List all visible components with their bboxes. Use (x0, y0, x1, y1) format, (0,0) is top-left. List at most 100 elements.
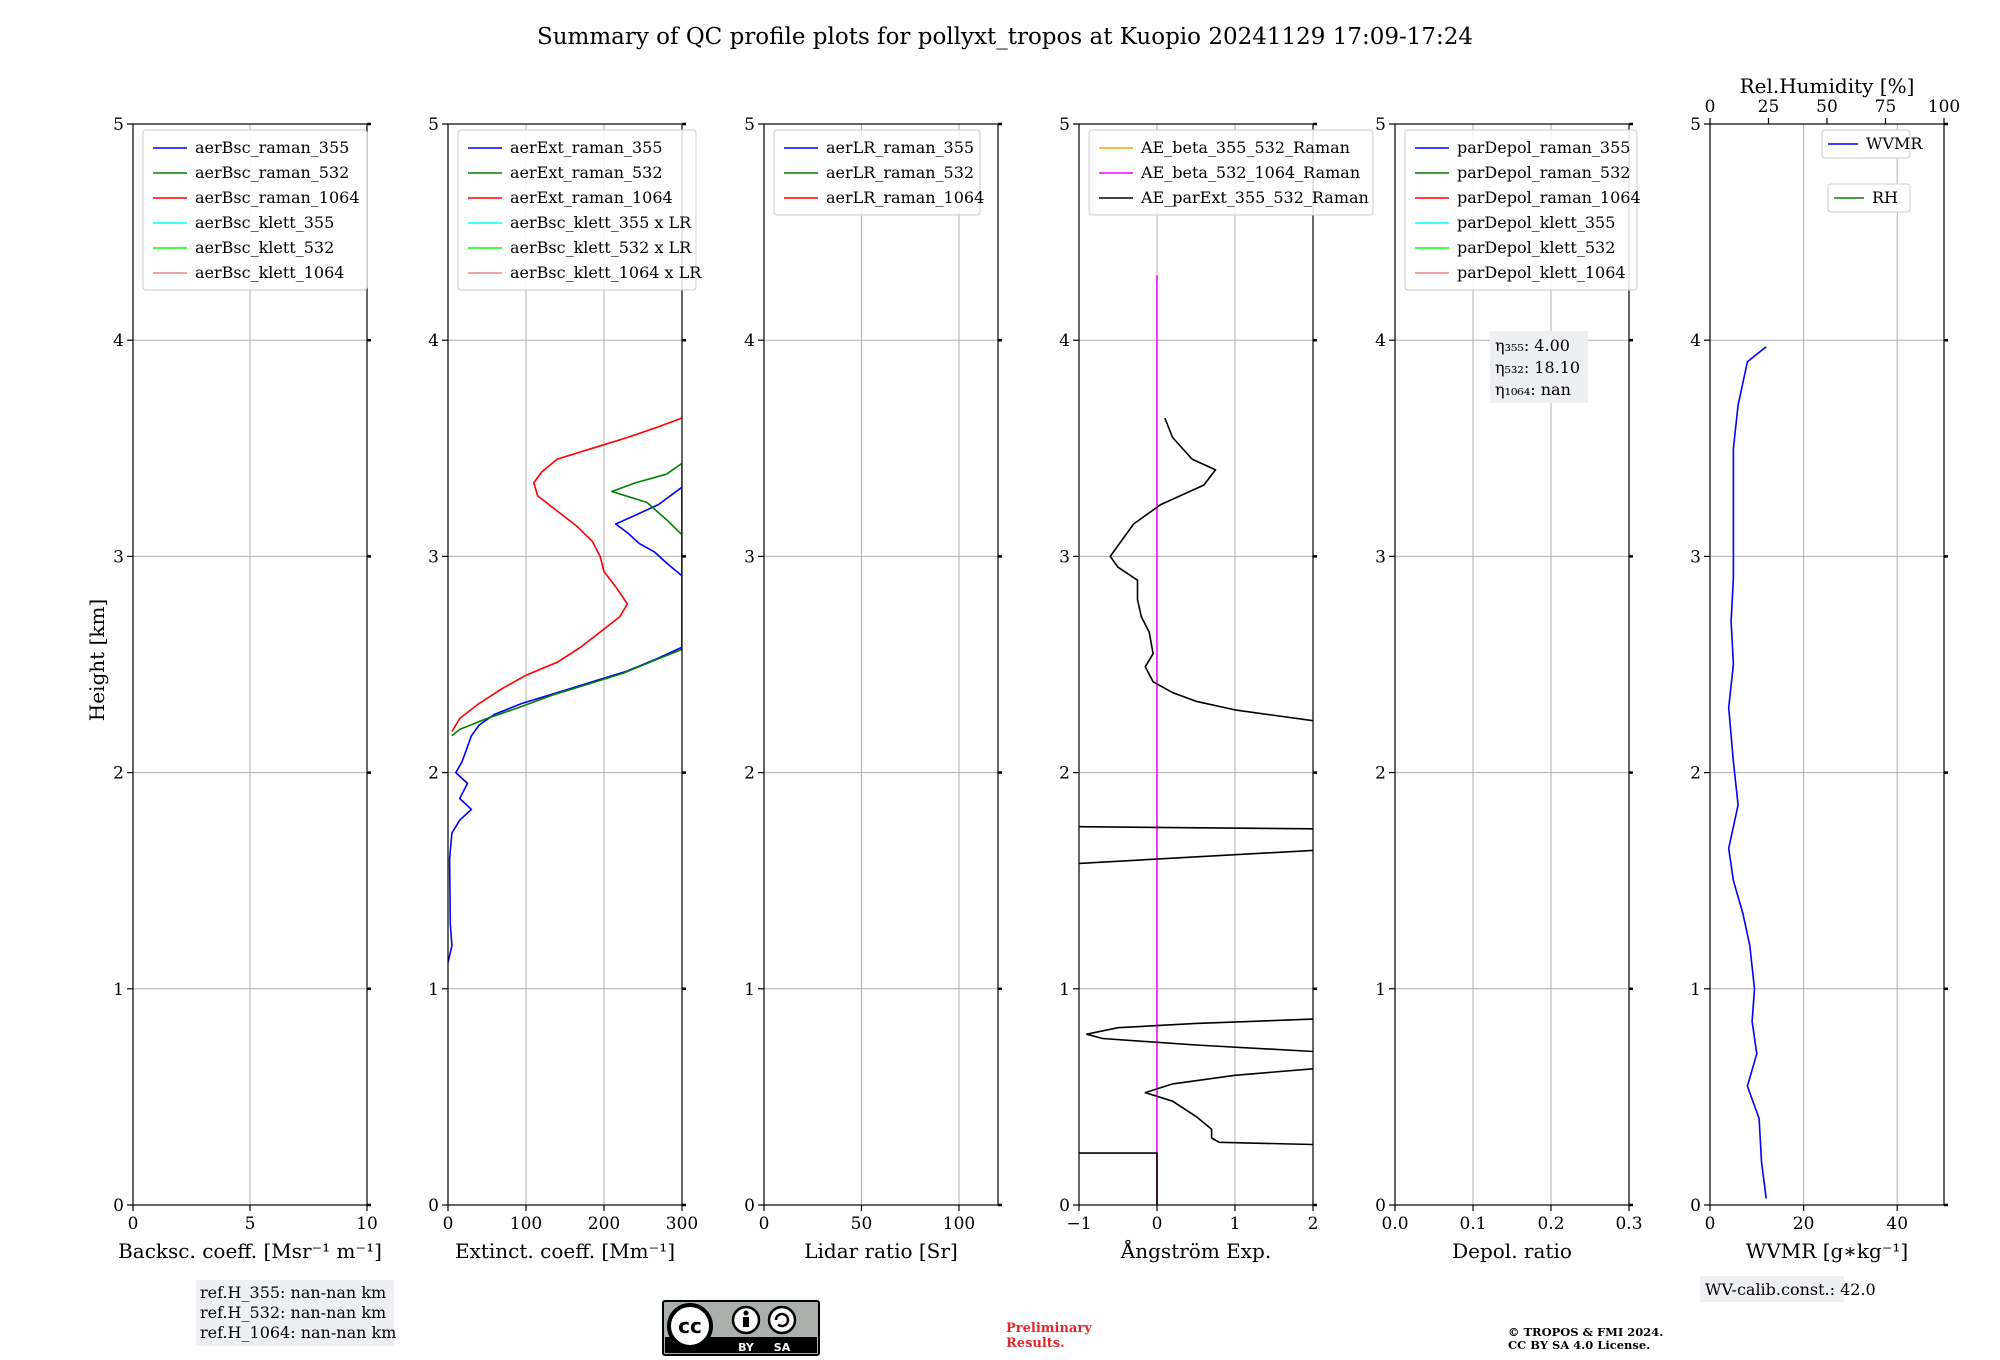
x-tick-label: 0 (759, 1214, 770, 1234)
x-tick-label: −1 (1066, 1214, 1091, 1234)
legend-wvmr: WVMR (1821, 129, 1923, 159)
preliminary-line1: Preliminary (1006, 1321, 1092, 1336)
y-tick-label: 4 (744, 331, 755, 351)
refh-532: ref.H_532: nan-nan km (200, 1303, 386, 1322)
y-tick-label: 4 (1059, 331, 1070, 351)
top-axis-label: Rel.Humidity [%] (1740, 74, 1915, 98)
eta-355: η₃₅₅: 4.00 (1495, 336, 1570, 355)
figure-title: Summary of QC profile plots for pollyxt_… (537, 24, 1473, 50)
cc-license-badge: cc BY SA (662, 1300, 820, 1356)
panel-frame (1394, 123, 1630, 1206)
x-tick-label: 0.1 (1459, 1214, 1486, 1234)
y-tick-label: 0 (744, 1196, 755, 1216)
top-x-tick-label: 75 (1875, 97, 1897, 117)
legend: aerBsc_raman_355 aerBsc_raman_532 aerBsc_r… (142, 129, 368, 291)
legend-box (142, 129, 368, 291)
legend-entry: aerBsc_klett_355 (195, 213, 334, 232)
legend-entry: aerExt_raman_532 (510, 163, 663, 182)
legend-box (1821, 129, 1911, 159)
legend-box (1088, 129, 1374, 216)
legend-rh: RH (1827, 183, 1911, 213)
legend-entry: aerBsc_raman_355 (195, 138, 349, 157)
y-tick-label: 4 (1690, 331, 1701, 351)
wv-calib-text: WV-calib.const.: 42.0 (1705, 1280, 1876, 1299)
legend-entry: aerBsc_klett_1064 (195, 263, 344, 282)
eta-1064: η₁₀₆₄: nan (1495, 380, 1571, 399)
legend-entry: parDepol_raman_355 (1457, 138, 1630, 157)
panel-frame (1078, 123, 1314, 1206)
y-tick-label: 1 (428, 980, 439, 1000)
sa-label: SA (774, 1341, 791, 1354)
legend-entry: aerLR_raman_532 (826, 163, 974, 182)
x-tick-label: 0.0 (1381, 1214, 1408, 1234)
y-tick-label: 1 (744, 980, 755, 1000)
y-tick-label: 5 (113, 115, 124, 135)
legend-entry: parDepol_raman_532 (1457, 163, 1630, 182)
y-tick-label: 4 (1375, 331, 1386, 351)
legend-entry: aerBsc_klett_1064 x LR (510, 263, 702, 282)
series-line-AE_parExt_355_532_Raman (1144, 1068, 1313, 1146)
wv-calib-bg (1700, 1276, 1844, 1302)
y-tick-label: 1 (113, 980, 124, 1000)
x-axis-label: WVMR [g∗kg⁻¹] (1746, 1239, 1908, 1263)
y-tick-label: 0 (1059, 1196, 1070, 1216)
panel-2: 0 1 2 3 4 5 0 100 200 300 Extinct. coeff. [Mm⁻¹] ae… (428, 115, 702, 1263)
x-tick-label: 0.3 (1615, 1214, 1642, 1234)
refh-355: ref.H_355: nan-nan km (200, 1283, 386, 1302)
y-tick-label: 4 (113, 331, 124, 351)
y-tick-label: 4 (428, 331, 439, 351)
y-tick-label: 1 (1375, 980, 1386, 1000)
legend: AE_beta_355_532_Raman AE_beta_532_1064_Ra… (1088, 129, 1374, 216)
legend-entry: AE_beta_355_532_Raman (1140, 138, 1350, 157)
y-tick-label: 0 (428, 1196, 439, 1216)
x-tick-label: 0 (1705, 1214, 1716, 1234)
series-line-AE_parExt_355_532_Raman (1079, 1152, 1158, 1205)
panel-frame (1709, 123, 1945, 1206)
refh-1064: ref.H_1064: nan-nan km (200, 1323, 396, 1342)
legend-box (773, 129, 981, 216)
legend-entry: aerBsc_raman_532 (195, 163, 349, 182)
series-line-WVMR (1727, 346, 1767, 1199)
legend: parDepol_raman_355 parDepol_raman_532 parD… (1404, 129, 1641, 291)
legend-box (1827, 183, 1911, 213)
refh-box-bg (196, 1280, 394, 1346)
y-tick-label: 2 (428, 764, 439, 784)
panel-frame (763, 123, 999, 1206)
y-tick-label: 2 (744, 764, 755, 784)
x-tick-label: 40 (1886, 1214, 1908, 1234)
copyright-line2: CC BY SA 4.0 License. (1508, 1338, 1650, 1352)
legend-entry: parDepol_raman_1064 (1457, 188, 1641, 207)
x-tick-label: 300 (666, 1214, 698, 1234)
y-tick-label: 0 (1375, 1196, 1386, 1216)
x-tick-label: 100 (510, 1214, 542, 1234)
x-tick-label: 200 (588, 1214, 620, 1234)
y-tick-label: 3 (1059, 547, 1070, 567)
x-tick-label: 50 (851, 1214, 873, 1234)
y-tick-label: 2 (113, 764, 124, 784)
preliminary-line2: Results. (1006, 1336, 1065, 1351)
y-tick-label: 3 (1690, 547, 1701, 567)
series-line-aerExt_raman_1064 (451, 417, 682, 732)
legend-entry: WVMR (1866, 134, 1923, 153)
y-tick-label: 5 (428, 115, 439, 135)
x-tick-label: 0 (443, 1214, 454, 1234)
legend-entry: aerLR_raman_1064 (826, 188, 984, 207)
x-tick-label: 2 (1308, 1214, 1319, 1234)
panel-5: 0 1 2 3 4 5 0.0 0.1 0.2 0.3 Depol. ratio parDepol_r… (1375, 115, 1642, 1263)
x-tick-label: 1 (1230, 1214, 1241, 1234)
series-line-AE_parExt_355_532_Raman (1086, 1018, 1313, 1053)
legend-entry: aerBsc_klett_532 (195, 238, 334, 257)
sa-icon (767, 1305, 797, 1335)
series-line-AE_parExt_355_532_Raman (1079, 825, 1313, 830)
legend: aerLR_raman_355 aerLR_raman_532 aerLR_rama… (773, 129, 984, 216)
legend-entry: aerBsc_klett_532 x LR (510, 238, 692, 257)
cc-icon (667, 1303, 713, 1349)
y-tick-label: 3 (428, 547, 439, 567)
panel-frame (447, 123, 683, 1206)
legend-entry: parDepol_klett_1064 (1457, 263, 1626, 282)
legend-entry: AE_beta_532_1064_Raman (1140, 163, 1360, 182)
y-tick-label: 5 (1375, 115, 1386, 135)
cc-icon-label: cc (678, 1314, 702, 1338)
